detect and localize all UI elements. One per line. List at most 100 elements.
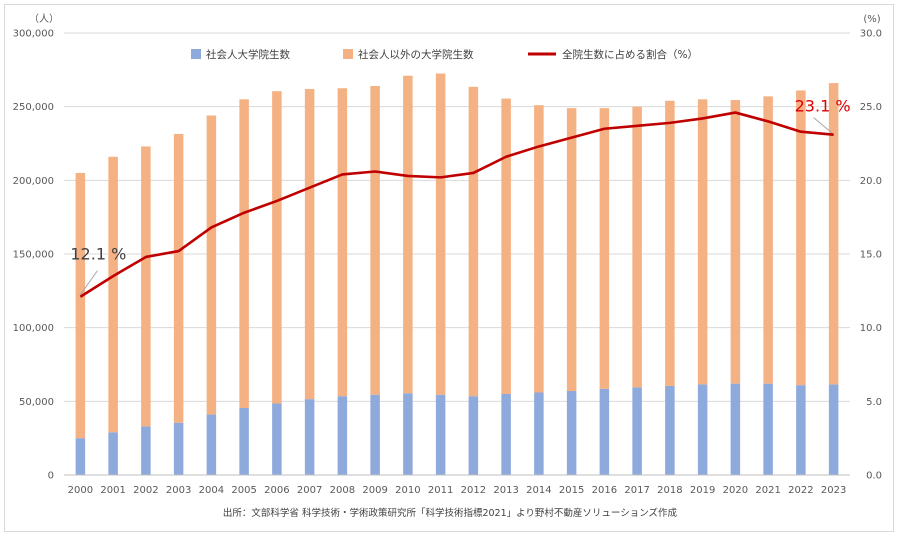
bar-segment-other-students	[534, 105, 544, 393]
bar-segment-working-adults	[599, 388, 610, 475]
bar-segment-other-students	[665, 100, 675, 386]
x-tick-label: 2002	[133, 485, 158, 496]
left-tick-label: 300,000	[13, 29, 54, 40]
bar-segment-other-students	[337, 88, 348, 397]
bar-segment-working-adults	[239, 407, 249, 475]
bar-segment-working-adults	[697, 384, 708, 475]
bars	[75, 73, 839, 475]
x-tick-label: 2006	[264, 485, 289, 496]
bar-segment-working-adults	[730, 383, 741, 475]
x-tick-label: 2019	[690, 485, 715, 496]
bar-segment-other-students	[304, 88, 315, 400]
annotations: 12.1 % 23.1 %	[70, 97, 851, 296]
bar-segment-working-adults	[403, 393, 413, 475]
chart-frame	[4, 4, 894, 532]
right-tick-label: 0.0	[866, 471, 882, 482]
bar-segment-other-students	[272, 91, 282, 404]
bar-segment-other-students	[206, 115, 217, 415]
bar-segment-working-adults	[566, 391, 577, 475]
bar-segment-working-adults	[435, 394, 446, 475]
bar-segment-other-students	[435, 73, 446, 395]
left-tick-label: 250,000	[13, 102, 54, 113]
right-tick-label: 30.0	[860, 29, 882, 40]
bar-segment-other-students	[173, 133, 184, 423]
bar-segment-other-students	[566, 108, 577, 392]
x-tick-label: 2021	[755, 485, 780, 496]
left-axis-unit: （人）	[29, 13, 59, 25]
left-tick-label: 200,000	[13, 176, 54, 187]
bar-segment-other-students	[501, 98, 511, 394]
annotation-leader	[813, 117, 832, 134]
ratio-line	[79, 111, 834, 298]
x-tick-label: 2008	[330, 485, 355, 496]
bar-segment-other-students	[796, 90, 806, 386]
bar-segment-other-students	[763, 96, 773, 384]
bar-segment-working-adults	[828, 384, 839, 475]
x-tick-label: 2011	[428, 485, 453, 496]
x-tick-label: 2012	[461, 485, 486, 496]
x-tick-label: 2009	[362, 485, 387, 496]
legend-label: 社会人大学院生数	[206, 48, 290, 61]
bar-segment-working-adults	[763, 383, 773, 475]
annotation-end-value: 23.1 %	[795, 97, 851, 116]
x-axis: 2000 2001 2002 2003 2004 2005 2006 2007 2008 2009…	[64, 474, 850, 496]
annotation-leader	[79, 270, 98, 296]
bar-segment-working-adults	[665, 385, 675, 475]
right-tick-label: 20.0	[860, 176, 882, 187]
legend-swatch	[343, 49, 353, 59]
bar-segment-working-adults	[370, 394, 380, 475]
left-tick-label: 50,000	[19, 397, 54, 408]
bar-segment-working-adults	[501, 393, 511, 475]
x-tick-label: 2010	[395, 485, 420, 496]
bar-segment-other-students	[697, 99, 708, 385]
x-tick-label: 2001	[100, 485, 125, 496]
x-tick-label: 2014	[526, 485, 551, 496]
bar-segment-other-students	[468, 86, 479, 397]
legend: 社会人大学院生数 社会人以外の大学院生数 全院生数に占める割合（%）	[191, 48, 698, 61]
left-axis: 0 50,000 100,000 150,000 200,000 250,000 300,0…	[13, 29, 54, 482]
right-axis: 0.0 5.0 10.0 15.0 20.0 25.0 30.0	[860, 29, 882, 482]
bar-segment-working-adults	[173, 422, 184, 475]
x-tick-label: 2016	[592, 485, 617, 496]
bar-segment-other-students	[370, 86, 380, 395]
bar-segment-other-students	[632, 106, 642, 388]
left-tick-label: 100,000	[13, 323, 54, 334]
right-axis-unit: (%)	[863, 14, 880, 25]
x-tick-label: 2007	[297, 485, 322, 496]
x-tick-label: 2018	[657, 485, 682, 496]
bar-segment-working-adults	[632, 387, 642, 475]
x-tick-label: 2022	[788, 485, 813, 496]
bar-segment-working-adults	[534, 392, 544, 475]
bar-segment-working-adults	[337, 396, 348, 475]
x-tick-label: 2003	[166, 485, 191, 496]
bar-segment-working-adults	[141, 426, 151, 475]
x-tick-label: 2020	[723, 485, 748, 496]
bar-segment-working-adults	[796, 385, 806, 475]
x-tick-label: 2005	[231, 485, 256, 496]
right-tick-label: 5.0	[866, 397, 882, 408]
right-tick-label: 10.0	[860, 323, 882, 334]
x-tick-label: 2000	[68, 485, 93, 496]
right-tick-label: 25.0	[860, 102, 882, 113]
left-tick-label: 0	[48, 471, 54, 482]
x-tick-label: 2013	[493, 485, 518, 496]
bar-segment-other-students	[141, 146, 151, 427]
bar-segment-working-adults	[206, 414, 217, 475]
legend-swatch	[191, 49, 201, 59]
annotation-start-value: 12.1 %	[70, 245, 126, 264]
bar-segment-working-adults	[304, 399, 315, 475]
bar-segment-other-students	[75, 172, 86, 439]
bar-segment-working-adults	[75, 438, 86, 475]
bar-segment-other-students	[239, 99, 249, 408]
bar-segment-working-adults	[108, 432, 118, 475]
x-tick-label: 2023	[821, 485, 846, 496]
source-note: 出所：文部科学省 科学技術・学術政策研究所「科学技術指標2021」より野村不動産…	[223, 507, 678, 519]
bar-segment-other-students	[599, 108, 610, 389]
left-tick-label: 150,000	[13, 250, 54, 261]
x-tick-label: 2015	[559, 485, 584, 496]
bar-segment-working-adults	[468, 396, 479, 475]
bar-segment-other-students	[828, 83, 839, 385]
x-tick-label: 2017	[624, 485, 649, 496]
bar-segment-other-students	[730, 100, 741, 384]
